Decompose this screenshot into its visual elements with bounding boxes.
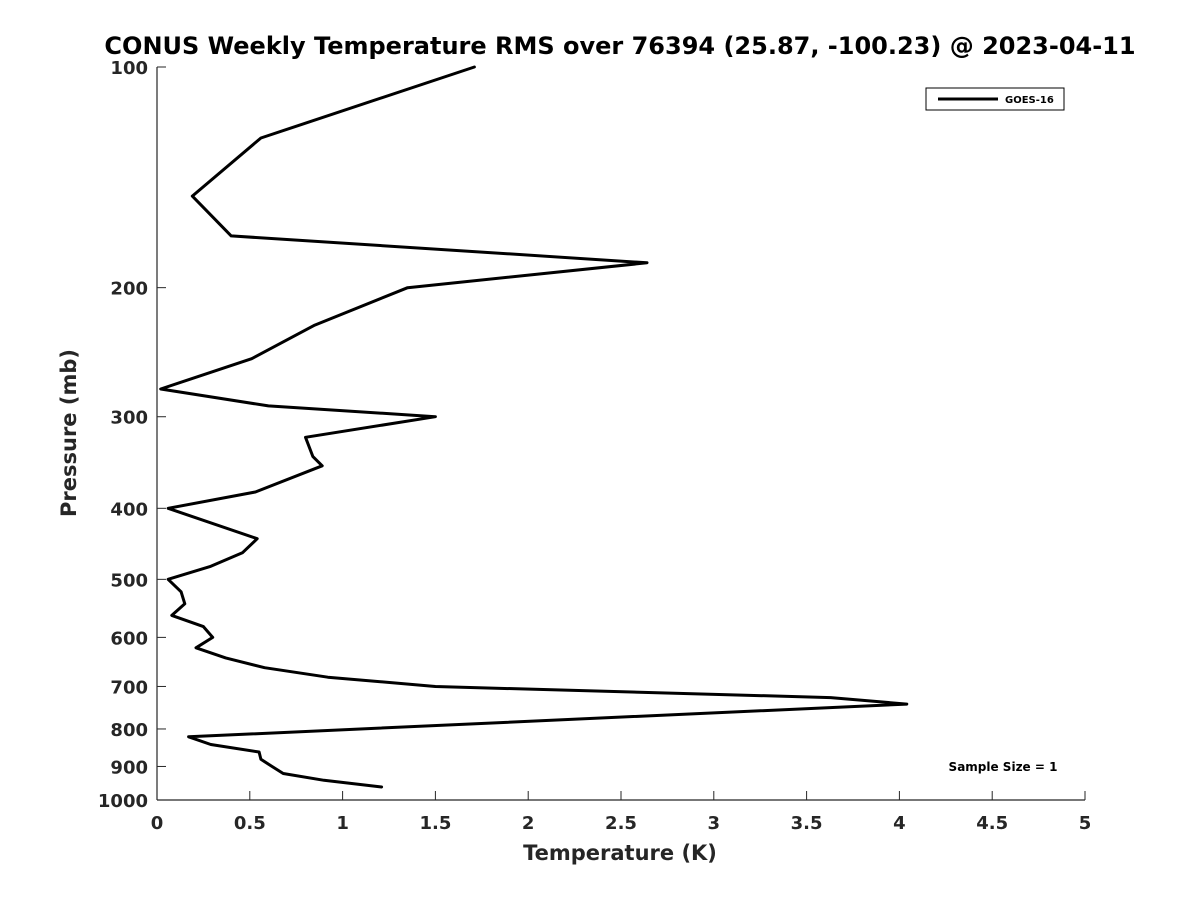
series-line-goes-16 xyxy=(159,65,909,789)
x-tick-label: 1.5 xyxy=(419,813,451,834)
x-tick-label: 2 xyxy=(522,813,535,834)
series-layer xyxy=(159,65,909,789)
x-tick-label: 0.5 xyxy=(234,813,266,834)
legend-label-goes-16: GOES-16 xyxy=(1005,95,1054,106)
y-tick-label: 100 xyxy=(110,58,148,79)
x-tick-label: 2.5 xyxy=(605,813,637,834)
x-tick-label: 5 xyxy=(1079,813,1092,834)
legend: GOES-16 xyxy=(925,87,1065,111)
y-tick-label: 900 xyxy=(110,757,148,778)
ticks: 0 0.5 1 1.5 2 2.5 3 3.5 4 4.5 5 100 200 300 400 500 600 7… xyxy=(98,58,1091,834)
x-tick-label: 0 xyxy=(151,813,164,834)
y-tick-label: 400 xyxy=(110,499,148,520)
axes xyxy=(156,67,1085,801)
x-tick-label: 3 xyxy=(708,813,721,834)
y-tick-label: 500 xyxy=(110,570,148,591)
y-tick-label: 600 xyxy=(110,628,148,649)
x-tick-label: 3.5 xyxy=(791,813,823,834)
chart-title: CONUS Weekly Temperature RMS over 76394 … xyxy=(104,32,1135,60)
x-tick-label: 4 xyxy=(893,813,906,834)
y-axis-label: Pressure (mb) xyxy=(57,349,81,517)
x-axis-label: Temperature (K) xyxy=(523,841,717,865)
y-tick-label: 200 xyxy=(110,279,148,300)
x-tick-label: 1 xyxy=(336,813,349,834)
y-tick-label: 800 xyxy=(110,720,148,741)
y-tick-label: 1000 xyxy=(98,791,148,812)
y-tick-label: 700 xyxy=(110,677,148,698)
sample-size-annotation: Sample Size = 1 xyxy=(949,760,1058,774)
y-tick-label: 300 xyxy=(110,408,148,429)
x-tick-label: 4.5 xyxy=(976,813,1008,834)
